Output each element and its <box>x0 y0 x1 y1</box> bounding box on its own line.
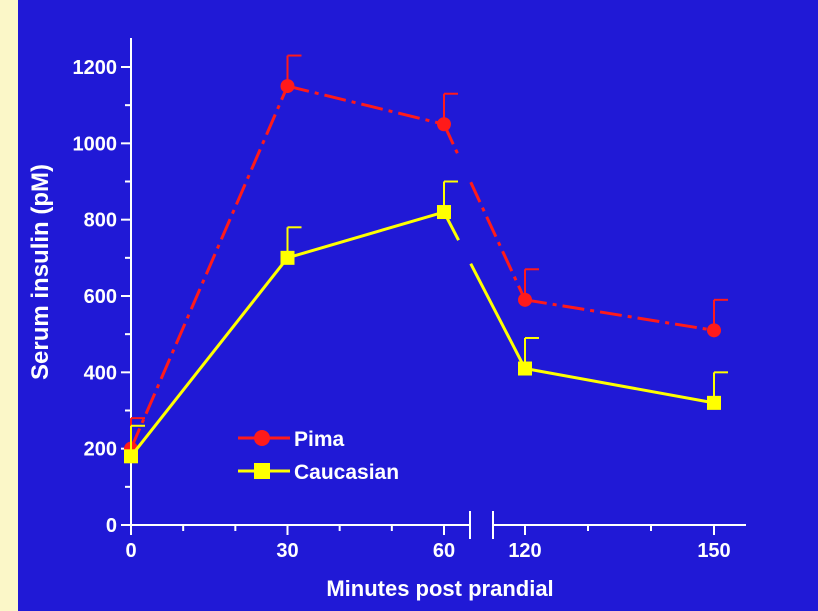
series-line-segment <box>469 181 527 301</box>
y-tick-label: 1200 <box>73 57 118 79</box>
series-caucasian <box>124 180 728 464</box>
data-point <box>707 323 721 338</box>
y-axis-title: Serum insulin (pM) <box>27 164 54 380</box>
series-line-segment <box>524 367 715 405</box>
y-tick-label: 800 <box>84 210 117 232</box>
legend-marker-pima <box>254 430 270 446</box>
data-point <box>124 449 138 464</box>
x-tick-label: 0 <box>125 540 136 562</box>
legend-marker-caucasian <box>254 463 270 479</box>
series-line-segment <box>129 85 289 450</box>
x-ticks: 0 30 60 120 150 <box>125 525 731 562</box>
y-tick-label: 200 <box>84 439 117 461</box>
y-tick-label: 0 <box>106 515 117 537</box>
series-layer <box>124 54 728 464</box>
series-line-segment <box>287 210 445 260</box>
x-tick-label: 30 <box>276 540 298 562</box>
y-tick-label: 1000 <box>73 133 118 155</box>
legend-label-pima: Pima <box>294 428 345 451</box>
y-tick-label: 400 <box>84 362 117 384</box>
legend-label-caucasian: Caucasian <box>294 461 399 484</box>
data-point <box>518 361 532 376</box>
data-point <box>280 250 295 265</box>
series-line-segment <box>287 84 445 126</box>
x-tick-label: 120 <box>508 540 541 562</box>
series-line-segment <box>129 256 289 458</box>
data-point <box>437 205 451 220</box>
y-tick-label: 600 <box>84 286 117 308</box>
x-axis-title: Minutes post prandial <box>326 576 553 601</box>
series-line-segment <box>469 262 527 370</box>
plot-background <box>18 0 818 611</box>
x-tick-label: 150 <box>697 540 730 562</box>
data-point <box>707 395 721 410</box>
data-point <box>280 79 295 94</box>
data-point <box>437 117 451 132</box>
series-line-segment <box>524 298 715 332</box>
legend: Pima Caucasian <box>238 428 399 484</box>
data-point <box>518 292 532 307</box>
y-ticks: 0 200 400 600 800 1000 1200 <box>73 57 131 537</box>
x-tick-label: 60 <box>433 540 455 562</box>
